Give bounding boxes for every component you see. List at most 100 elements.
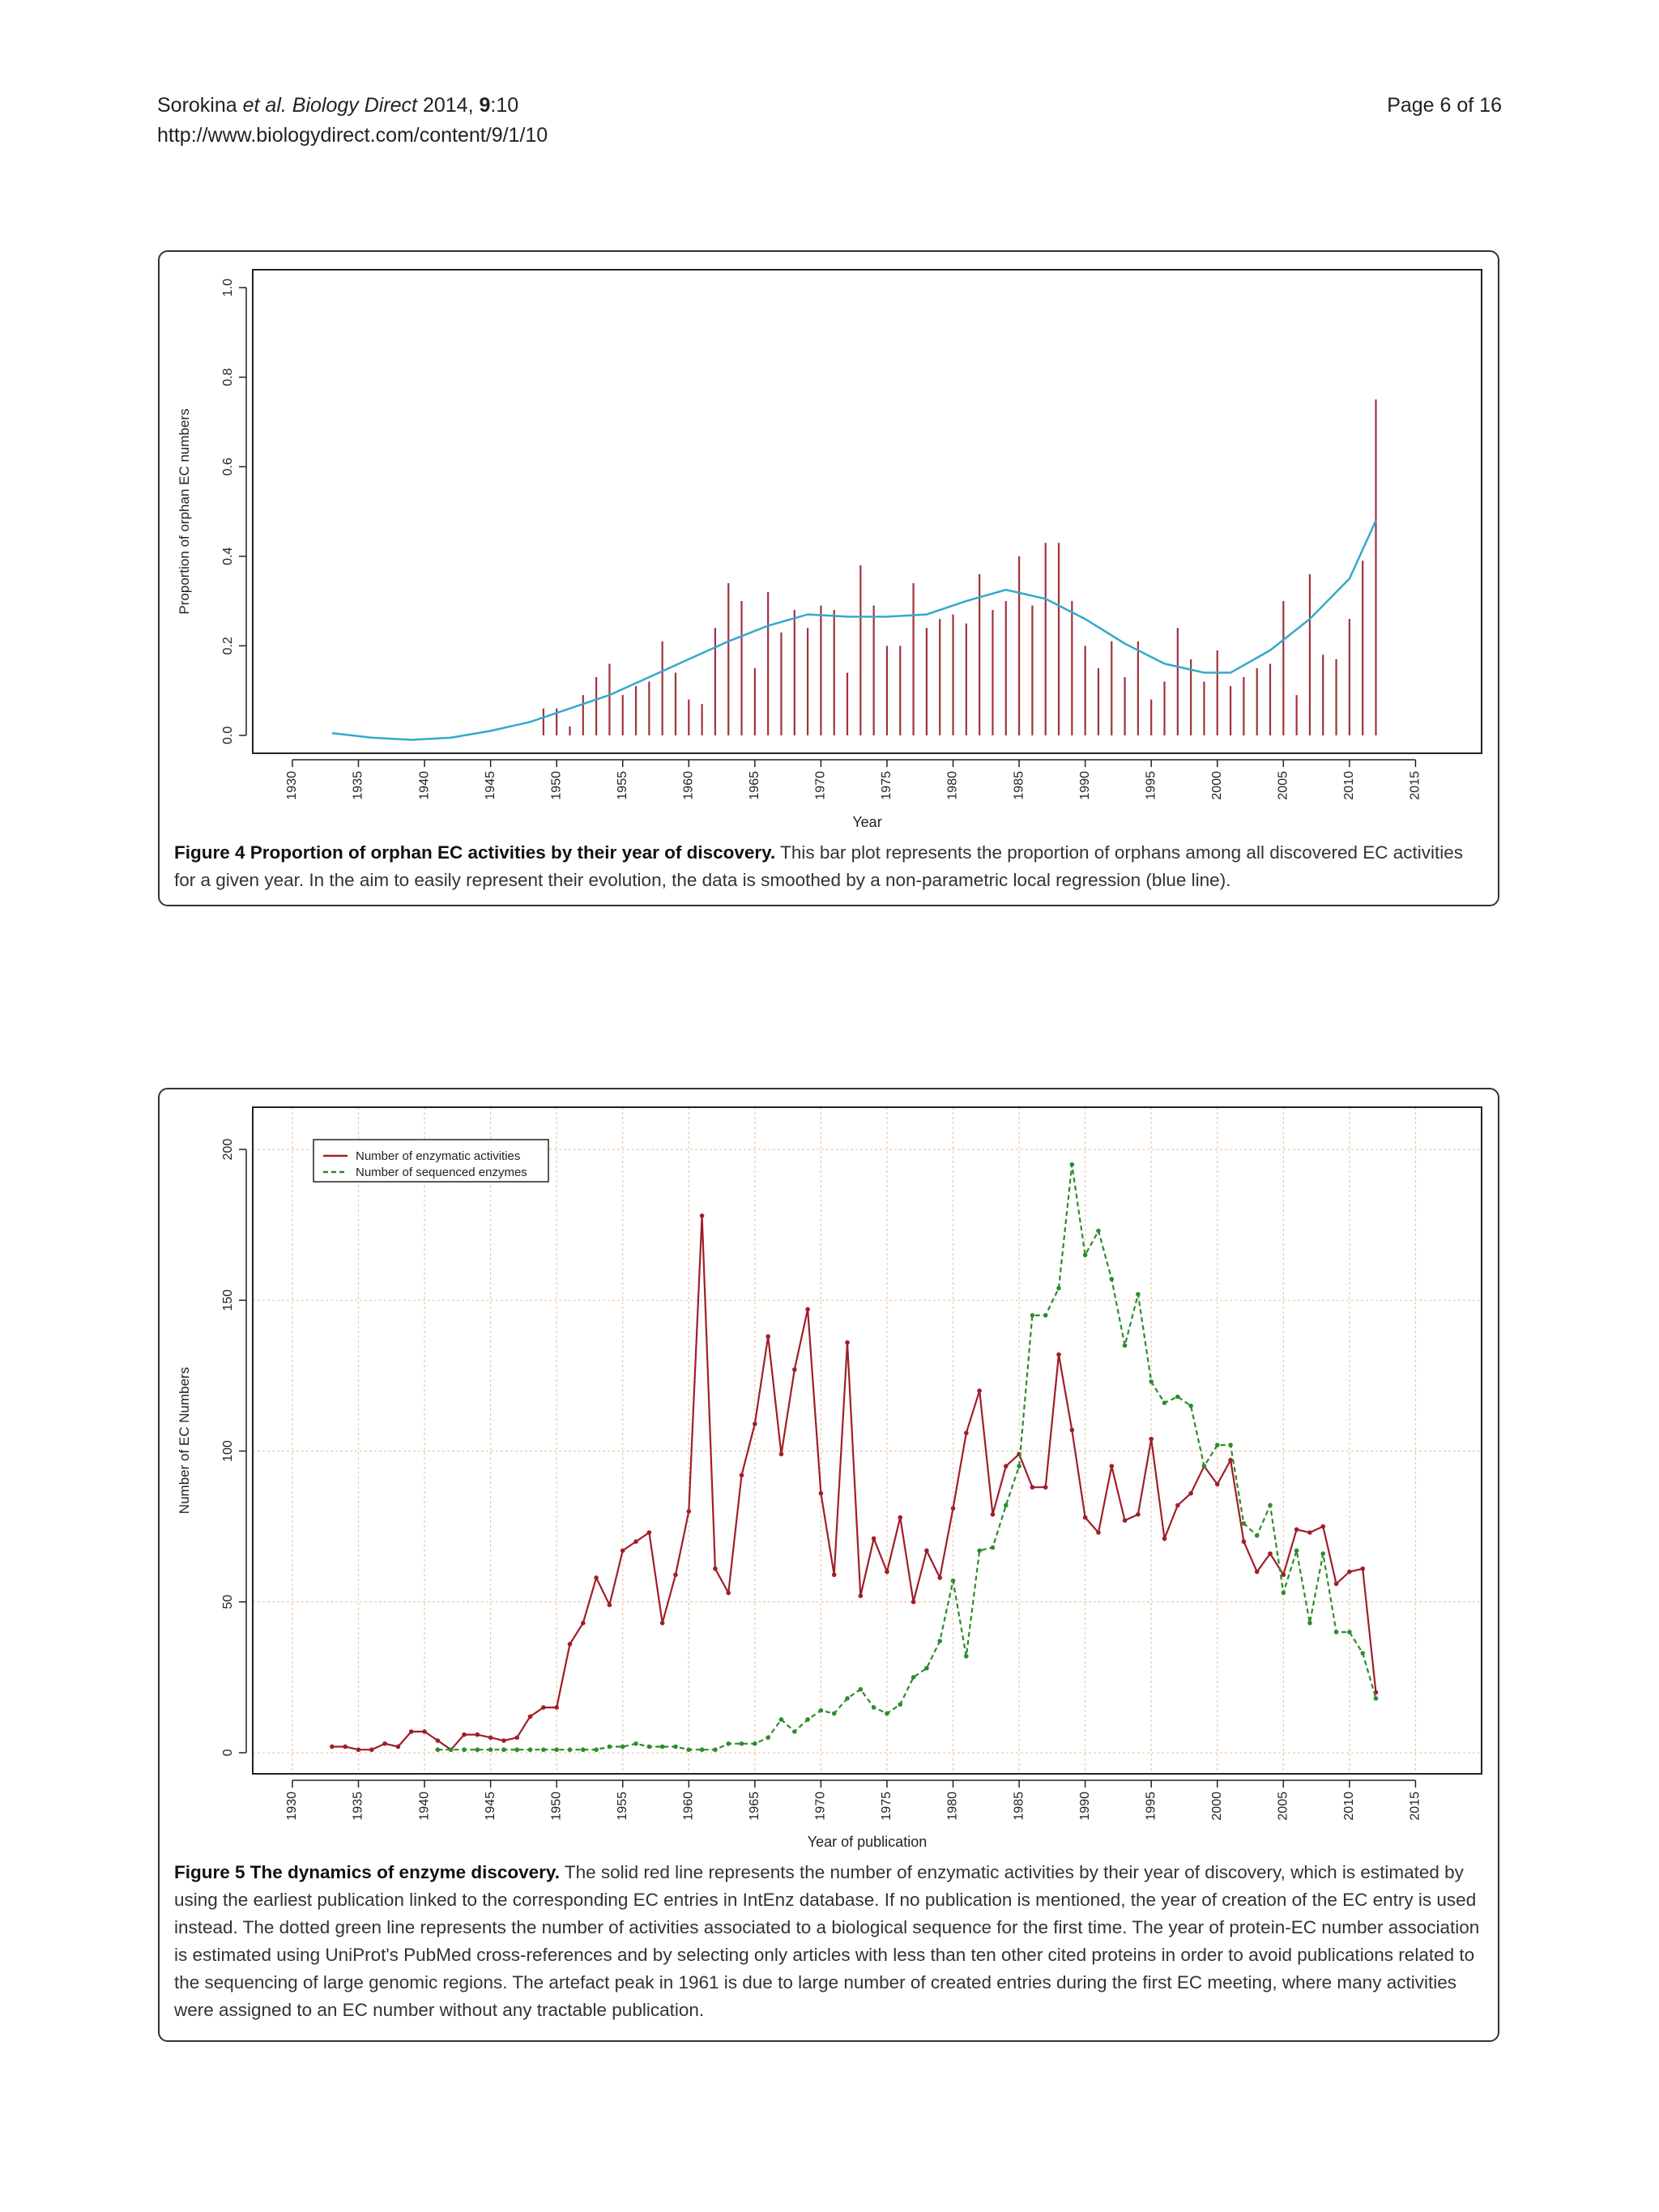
x-tick-label: 2000 bbox=[1210, 771, 1224, 800]
enzymatic-activities-point bbox=[620, 1548, 625, 1554]
enzymatic-activities-point bbox=[1162, 1536, 1167, 1541]
enzymatic-activities-point bbox=[1136, 1511, 1141, 1517]
y-tick-label: 50 bbox=[221, 1595, 235, 1609]
sequenced-enzymes-point bbox=[831, 1711, 837, 1716]
plot-frame bbox=[252, 1106, 1482, 1775]
enzymatic-activities-point bbox=[501, 1738, 506, 1743]
sequenced-enzymes-point bbox=[594, 1747, 599, 1753]
sequenced-enzymes-point bbox=[435, 1747, 441, 1753]
header-volume: 9 bbox=[479, 94, 491, 117]
enzymatic-activities-point bbox=[1003, 1464, 1009, 1468]
sequenced-enzymes-point bbox=[1096, 1228, 1101, 1234]
x-tick-label: 1980 bbox=[946, 1792, 960, 1821]
enzymatic-activities-point bbox=[1281, 1572, 1286, 1578]
sequenced-enzymes-point bbox=[1136, 1292, 1141, 1297]
sequenced-enzymes-point bbox=[739, 1741, 744, 1746]
header-journal: Biology Direct bbox=[292, 94, 418, 117]
sequenced-enzymes-point bbox=[607, 1744, 612, 1750]
sequenced-enzymes-point bbox=[1122, 1343, 1128, 1348]
enzymatic-activities-point bbox=[422, 1729, 427, 1734]
enzymatic-activities-point bbox=[766, 1334, 770, 1339]
enzymatic-activities-point bbox=[554, 1705, 559, 1710]
enzymatic-activities-point bbox=[726, 1590, 731, 1596]
enzymatic-activities-point bbox=[462, 1732, 467, 1737]
enzymatic-activities-point bbox=[1268, 1551, 1273, 1556]
sequenced-enzymes-point bbox=[527, 1747, 533, 1753]
sequenced-enzymes-point bbox=[673, 1744, 678, 1750]
enzymatic-activities-point bbox=[871, 1536, 876, 1541]
sequenced-enzymes-point bbox=[1268, 1502, 1273, 1508]
x-tick-label: 2000 bbox=[1210, 1792, 1224, 1821]
sequenced-enzymes-point bbox=[686, 1747, 692, 1753]
y-tick-label: 0.6 bbox=[221, 458, 235, 475]
figure-5-caption-label: Figure 5 The dynamics of enzyme discover… bbox=[174, 1862, 560, 1882]
sequenced-enzymes-point bbox=[646, 1744, 652, 1750]
enzymatic-activities-point bbox=[1149, 1436, 1154, 1442]
enzymatic-activities-point bbox=[964, 1430, 969, 1435]
x-tick-label: 1965 bbox=[748, 771, 761, 800]
sequenced-enzymes-point bbox=[1347, 1630, 1352, 1634]
figure-5-caption: Figure 5 The dynamics of enzyme discover… bbox=[174, 1859, 1483, 2024]
sequenced-enzymes-point bbox=[911, 1675, 916, 1680]
x-tick-label: 1945 bbox=[484, 1792, 497, 1821]
sequenced-enzymes-point bbox=[885, 1711, 889, 1716]
y-tick-label: 0.2 bbox=[221, 637, 235, 654]
legend-label: Number of enzymatic activities bbox=[356, 1149, 520, 1163]
x-tick-label: 1980 bbox=[946, 771, 960, 800]
x-tick-label: 1930 bbox=[285, 1792, 299, 1821]
enzymatic-activities-point bbox=[805, 1306, 810, 1312]
enzymatic-activities-point bbox=[1175, 1502, 1180, 1508]
sequenced-enzymes-point bbox=[1320, 1551, 1326, 1556]
article-url[interactable]: http://www.biologydirect.com/content/9/1… bbox=[157, 124, 548, 147]
x-tick-label: 1975 bbox=[880, 771, 893, 800]
header-etal: et al. bbox=[242, 94, 287, 117]
sequenced-enzymes-point bbox=[1069, 1161, 1075, 1167]
figure-4-chart: 1930 1935 1940 1945 1950 1955 1960 1965 1970 1975… bbox=[177, 269, 1482, 830]
enzymatic-activities-point bbox=[778, 1451, 784, 1457]
figure-4-caption-text: This bar plot represents the proportion … bbox=[174, 842, 1464, 890]
y-tick-label: 200 bbox=[221, 1139, 235, 1161]
sequenced-enzymes-point bbox=[713, 1747, 718, 1753]
enzymatic-activities-point bbox=[739, 1473, 744, 1478]
x-tick-label: 1970 bbox=[814, 1792, 828, 1821]
figure-4-caption: Figure 4 Proportion of orphan EC activit… bbox=[174, 839, 1483, 894]
x-tick-label: 2005 bbox=[1277, 771, 1290, 800]
x-tick-label: 1995 bbox=[1144, 771, 1158, 800]
sequenced-enzymes-point bbox=[1228, 1443, 1233, 1447]
sequenced-enzymes-point bbox=[1254, 1533, 1260, 1538]
x-tick-label: 1930 bbox=[285, 771, 299, 800]
sequenced-enzymes-line bbox=[437, 1164, 1377, 1751]
enzymatic-activities-point bbox=[646, 1530, 652, 1535]
sequenced-enzymes-point bbox=[448, 1747, 454, 1753]
sequenced-enzymes-point bbox=[1162, 1400, 1167, 1405]
sequenced-enzymes-point bbox=[1003, 1502, 1009, 1508]
enzymatic-activities-point bbox=[1082, 1515, 1088, 1520]
enzymatic-activities-point bbox=[356, 1747, 361, 1753]
sequenced-enzymes-point bbox=[462, 1747, 467, 1753]
sequenced-enzymes-point bbox=[1307, 1621, 1312, 1626]
sequenced-enzymes-point bbox=[898, 1702, 903, 1707]
x-tick-label: 2015 bbox=[1409, 1792, 1422, 1821]
sequenced-enzymes-point bbox=[778, 1717, 784, 1722]
enzymatic-activities-point bbox=[633, 1539, 638, 1545]
sequenced-enzymes-point bbox=[699, 1747, 705, 1753]
enzymatic-activities-point bbox=[990, 1511, 996, 1517]
x-tick-label: 1990 bbox=[1078, 771, 1092, 800]
enzymatic-activities-point bbox=[1096, 1530, 1101, 1535]
x-tick-label: 1960 bbox=[682, 1792, 696, 1821]
enzymatic-activities-point bbox=[977, 1388, 982, 1393]
enzymatic-activities-point bbox=[408, 1729, 414, 1734]
y-axis-label: Proportion of orphan EC numbers bbox=[177, 408, 192, 614]
enzymatic-activities-point bbox=[885, 1569, 889, 1575]
enzymatic-activities-line bbox=[331, 1216, 1377, 1751]
enzymatic-activities-point bbox=[1188, 1490, 1193, 1496]
enzymatic-activities-point bbox=[898, 1515, 903, 1520]
sequenced-enzymes-point bbox=[766, 1735, 770, 1741]
enzymatic-activities-point bbox=[713, 1566, 718, 1571]
sequenced-enzymes-point bbox=[1373, 1696, 1379, 1701]
sequenced-enzymes-point bbox=[1360, 1651, 1365, 1656]
y-tick-label: 100 bbox=[221, 1440, 235, 1462]
sequenced-enzymes-point bbox=[950, 1578, 956, 1583]
enzymatic-activities-point bbox=[924, 1548, 929, 1554]
enzymatic-activities-point bbox=[343, 1744, 348, 1750]
